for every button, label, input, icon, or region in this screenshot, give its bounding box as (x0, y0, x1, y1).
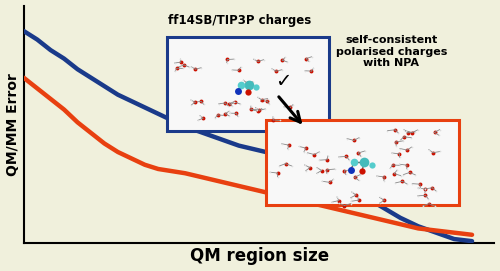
Bar (167, 37, 328, 131)
Text: ✓: ✓ (276, 72, 292, 92)
Bar (266, 120, 458, 205)
Y-axis label: QM/MM Error: QM/MM Error (6, 73, 20, 176)
Text: self-consistent
polarised charges
with NPA: self-consistent polarised charges with N… (336, 35, 447, 69)
X-axis label: QM region size: QM region size (190, 247, 328, 265)
Text: ff14SB/TIP3P charges: ff14SB/TIP3P charges (168, 14, 312, 27)
